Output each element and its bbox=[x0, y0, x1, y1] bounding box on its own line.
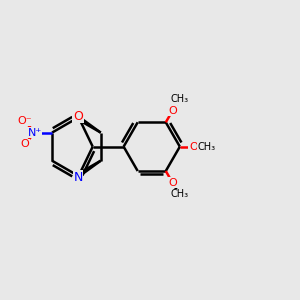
Text: O: O bbox=[189, 142, 198, 152]
Text: CH₃: CH₃ bbox=[170, 189, 188, 199]
Text: N: N bbox=[73, 171, 83, 184]
Text: O: O bbox=[168, 106, 177, 116]
Text: O: O bbox=[20, 140, 29, 149]
Text: N⁺: N⁺ bbox=[28, 128, 42, 138]
Text: O: O bbox=[73, 110, 83, 123]
Text: O⁻: O⁻ bbox=[17, 116, 32, 126]
Text: CH₃: CH₃ bbox=[197, 142, 216, 152]
Text: O: O bbox=[168, 178, 177, 188]
Text: CH₃: CH₃ bbox=[170, 94, 188, 104]
